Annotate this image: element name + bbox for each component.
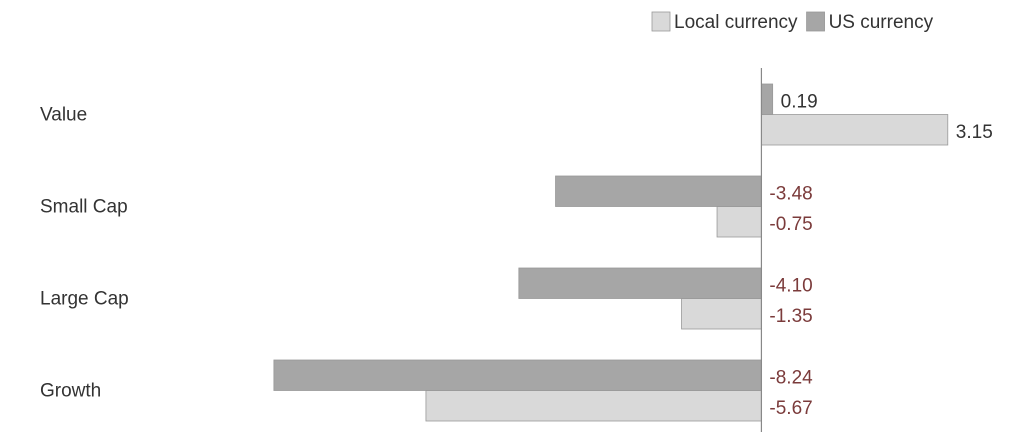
bar xyxy=(716,206,762,238)
bar xyxy=(555,175,762,207)
value-label: -1.35 xyxy=(769,306,812,327)
category-label: Value xyxy=(40,105,87,126)
value-label: -3.48 xyxy=(769,183,812,204)
bar xyxy=(425,390,762,422)
bar xyxy=(761,83,774,115)
value-label: -0.75 xyxy=(769,214,812,235)
value-label: -4.10 xyxy=(769,275,812,296)
category-label: Growth xyxy=(40,381,101,402)
legend-label: Local currency xyxy=(674,12,798,33)
value-label: -8.24 xyxy=(769,367,813,388)
category-label: Large Cap xyxy=(40,289,129,310)
category-label: Small Cap xyxy=(40,197,128,218)
value-label: -5.67 xyxy=(769,398,812,419)
legend-swatch xyxy=(806,11,825,32)
value-label: 0.19 xyxy=(781,91,818,112)
bar xyxy=(761,114,949,146)
legend-label: US currency xyxy=(829,12,934,33)
bar xyxy=(681,298,762,330)
bar xyxy=(518,267,762,299)
value-label: 3.15 xyxy=(956,122,993,143)
bar xyxy=(273,359,762,391)
legend-swatch xyxy=(651,11,671,32)
